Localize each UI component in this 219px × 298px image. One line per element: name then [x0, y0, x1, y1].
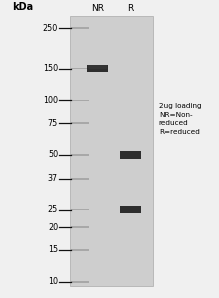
Bar	[71, 178, 89, 180]
Bar	[120, 206, 141, 213]
Text: R: R	[127, 4, 133, 13]
Text: 10: 10	[48, 277, 58, 286]
Text: 150: 150	[43, 64, 58, 73]
Bar	[71, 27, 89, 29]
Bar	[88, 65, 107, 69]
Bar	[70, 16, 153, 286]
Bar	[71, 122, 89, 124]
Text: 20: 20	[48, 223, 58, 232]
Text: 15: 15	[48, 245, 58, 254]
Bar	[71, 209, 89, 210]
Bar	[71, 100, 89, 101]
Bar	[71, 226, 89, 228]
Bar	[71, 68, 89, 69]
Text: 2ug loading
NR=Non-
reduced
R=reduced: 2ug loading NR=Non- reduced R=reduced	[159, 103, 201, 135]
Bar	[87, 65, 108, 72]
Text: NR: NR	[91, 4, 104, 13]
Bar	[71, 154, 89, 156]
Bar	[120, 151, 141, 159]
Text: 25: 25	[48, 205, 58, 214]
Text: 75: 75	[48, 119, 58, 128]
Text: 100: 100	[43, 96, 58, 105]
Text: 250: 250	[43, 24, 58, 33]
Bar	[71, 249, 89, 251]
Text: kDa: kDa	[12, 2, 33, 13]
Text: 50: 50	[48, 150, 58, 159]
Text: 37: 37	[48, 174, 58, 183]
Bar	[71, 281, 89, 283]
